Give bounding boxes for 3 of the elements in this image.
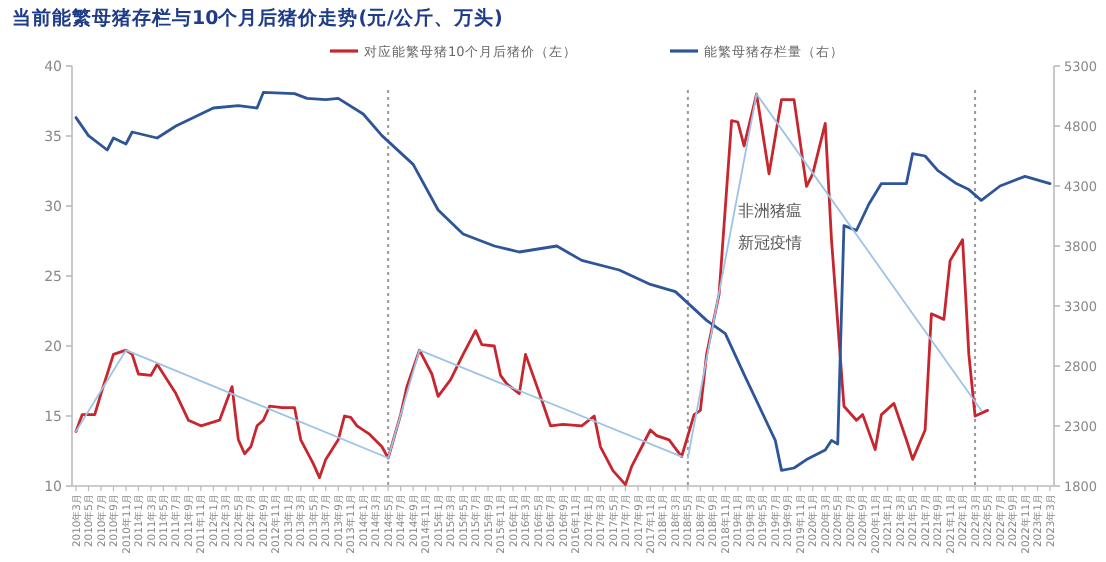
annotation: 新冠疫情 xyxy=(738,234,802,252)
chart-title: 当前能繁母猪存栏与10个月后猪价走势(元/公斤、万头) xyxy=(12,6,503,30)
annotation: 非洲猪瘟 xyxy=(738,202,802,220)
